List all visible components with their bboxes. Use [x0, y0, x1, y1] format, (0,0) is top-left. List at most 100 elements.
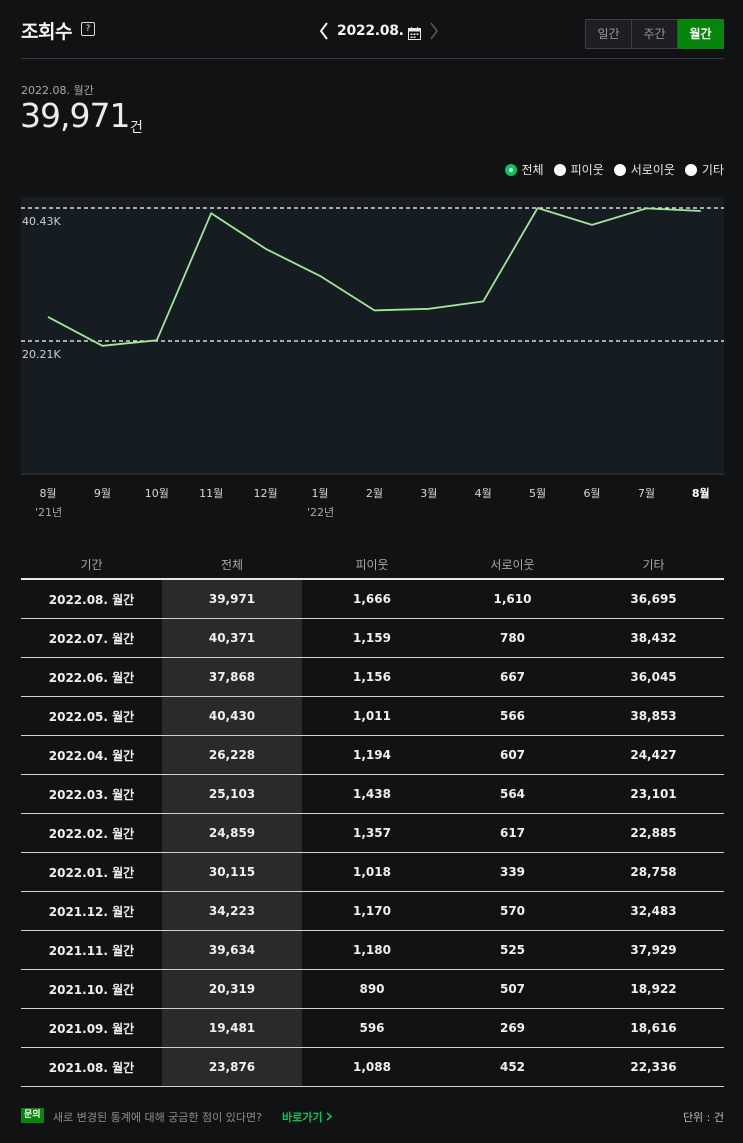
prev-period-icon[interactable]	[317, 19, 331, 43]
table-row: 2022.05. 월간 40,430 1,011 566 38,853	[21, 696, 724, 736]
cell-mutual-neighbor: 667	[442, 657, 583, 697]
cell-other: 38,853	[583, 696, 724, 736]
cell-period: 2022.02. 월간	[21, 813, 162, 853]
cell-neighbor: 1,018	[302, 852, 442, 892]
cell-mutual-neighbor: 566	[442, 696, 583, 736]
legend-label: 기타	[701, 163, 724, 177]
cell-mutual-neighbor: 617	[442, 813, 583, 853]
cell-mutual-neighbor: 452	[442, 1047, 583, 1087]
cell-other: 24,427	[583, 735, 724, 775]
help-icon[interactable]: ?	[81, 22, 95, 36]
cell-period: 2022.03. 월간	[21, 774, 162, 814]
col-period: 기간	[21, 550, 162, 580]
views-line-chart: 40.43K 20.21K 8월 9월 10월 11월 12월 1월 2월 3월 4월 5월 6월 7월 8…	[21, 197, 724, 519]
x-tick-label: 3월	[420, 487, 437, 500]
shortcut-link-label: 바로가기	[282, 1111, 323, 1124]
cell-period: 2021.10. 월간	[21, 969, 162, 1009]
chart-legend: 전체 피이웃 서로이웃 기타	[504, 161, 724, 178]
page-title: 조회수	[21, 21, 72, 43]
x-tick-label: 1월	[311, 487, 328, 500]
table-row: 2022.01. 월간 30,115 1,018 339 28,758	[21, 852, 724, 892]
legend-other[interactable]: 기타	[684, 161, 724, 178]
current-period: 2022.08.	[337, 23, 404, 39]
table-row: 2022.04. 월간 26,228 1,194 607 24,427	[21, 735, 724, 775]
x-tick-label: 10월	[145, 487, 169, 500]
col-mutual-neighbor: 서로이웃	[442, 550, 583, 580]
cell-period: 2021.08. 월간	[21, 1047, 162, 1087]
reference-label: 40.43K	[22, 215, 61, 228]
cell-period: 2022.05. 월간	[21, 696, 162, 736]
cell-neighbor: 1,011	[302, 696, 442, 736]
stats-table: 기간 전체 피이웃 서로이웃 기타 2022.08. 월간 39,971 1,666…	[21, 550, 724, 1087]
cell-neighbor: 1,666	[302, 579, 442, 619]
cell-total: 20,319	[162, 969, 302, 1009]
radio-selected-icon	[504, 163, 517, 176]
cell-total: 25,103	[162, 774, 302, 814]
table-row: 2021.08. 월간 23,876 1,088 452 22,336	[21, 1047, 724, 1087]
x-tick-label: 6월	[583, 487, 600, 500]
table-row: 2021.10. 월간 20,319 890 507 18,922	[21, 969, 724, 1009]
col-neighbor: 피이웃	[302, 550, 442, 580]
reference-label: 20.21K	[22, 348, 61, 361]
table-row: 2022.03. 월간 25,103 1,438 564 23,101	[21, 774, 724, 814]
cell-neighbor: 1,357	[302, 813, 442, 853]
x-tick-label: 4월	[475, 487, 492, 500]
cell-total: 24,859	[162, 813, 302, 853]
next-period-icon[interactable]	[427, 19, 441, 43]
x-tick-label: 12월	[254, 487, 278, 500]
cell-total: 40,430	[162, 696, 302, 736]
cell-other: 22,885	[583, 813, 724, 853]
cell-period: 2022.04. 월간	[21, 735, 162, 775]
table-row: 2021.12. 월간 34,223 1,170 570 32,483	[21, 891, 724, 931]
cell-period: 2021.09. 월간	[21, 1008, 162, 1048]
cell-neighbor: 1,180	[302, 930, 442, 970]
cell-neighbor: 1,194	[302, 735, 442, 775]
cell-other: 23,101	[583, 774, 724, 814]
col-total: 전체	[162, 550, 302, 580]
cell-mutual-neighbor: 269	[442, 1008, 583, 1048]
cell-total: 30,115	[162, 852, 302, 892]
calendar-icon[interactable]	[407, 25, 421, 40]
cell-other: 32,483	[583, 891, 724, 931]
legend-label: 서로이웃	[630, 163, 675, 177]
cell-total: 37,868	[162, 657, 302, 697]
cell-period: 2022.06. 월간	[21, 657, 162, 697]
cell-neighbor: 1,170	[302, 891, 442, 931]
radio-icon	[553, 163, 566, 176]
cell-mutual-neighbor: 525	[442, 930, 583, 970]
cell-other: 28,758	[583, 852, 724, 892]
cell-total: 19,481	[162, 1008, 302, 1048]
x-tick-label: 8월	[39, 487, 56, 500]
x-tick-label: 11월	[199, 487, 223, 500]
cell-other: 37,929	[583, 930, 724, 970]
tab-monthly[interactable]: 월간	[678, 19, 724, 49]
legend-all[interactable]: 전체	[504, 161, 544, 178]
legend-neighbor[interactable]: 피이웃	[553, 161, 604, 178]
legend-mutual-neighbor[interactable]: 서로이웃	[613, 161, 675, 178]
inquiry-badge: 문의	[21, 1108, 44, 1123]
shortcut-link[interactable]: 바로가기	[282, 1109, 333, 1125]
radio-icon	[613, 163, 626, 176]
cell-other: 18,616	[583, 1008, 724, 1048]
x-year-label: '21년	[35, 506, 62, 519]
cell-period: 2022.08. 월간	[21, 579, 162, 619]
x-tick-label: 9월	[94, 487, 111, 500]
legend-label: 피이웃	[570, 163, 604, 177]
period-tabs: 일간 주간 월간	[585, 19, 724, 49]
table-row: 2022.06. 월간 37,868 1,156 667 36,045	[21, 657, 724, 697]
plot-area	[21, 197, 724, 474]
cell-period: 2022.07. 월간	[21, 618, 162, 658]
tab-daily[interactable]: 일간	[585, 19, 632, 49]
cell-neighbor: 596	[302, 1008, 442, 1048]
chevron-right-icon	[326, 1112, 333, 1121]
cell-neighbor: 1,088	[302, 1047, 442, 1087]
cell-other: 18,922	[583, 969, 724, 1009]
x-tick-label: 2월	[366, 487, 383, 500]
cell-neighbor: 1,438	[302, 774, 442, 814]
x-year-label: '22년	[307, 506, 334, 519]
cell-mutual-neighbor: 607	[442, 735, 583, 775]
x-tick-label: 5월	[529, 487, 546, 500]
legend-label: 전체	[521, 163, 544, 177]
cell-neighbor: 1,159	[302, 618, 442, 658]
tab-weekly[interactable]: 주간	[632, 19, 678, 49]
